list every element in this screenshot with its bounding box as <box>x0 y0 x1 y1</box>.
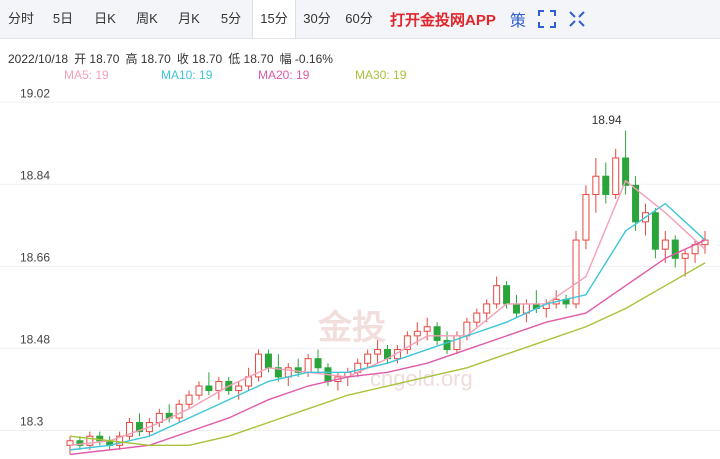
y-tick-label: 18.84 <box>20 168 50 182</box>
tab[interactable]: 15分 <box>252 0 296 38</box>
candle-body <box>86 435 94 446</box>
candle-body <box>205 385 213 392</box>
candle-body <box>364 353 372 364</box>
candle-body <box>572 239 580 305</box>
legend-entry: MA30: 19 <box>355 68 407 82</box>
candle-body <box>423 326 431 332</box>
candle-body <box>483 303 491 314</box>
info-item: 低 18.70 <box>228 52 274 66</box>
candle-body <box>622 157 630 186</box>
candle-body <box>274 367 282 378</box>
candle-body <box>592 175 600 195</box>
legend-entry: MA10: 19 <box>161 68 213 82</box>
candle-body <box>443 339 451 351</box>
info-item: 高 18.70 <box>125 52 171 66</box>
candle-body <box>135 422 143 433</box>
tab[interactable]: 5日 <box>52 11 74 26</box>
tab[interactable]: 30分 <box>303 11 331 26</box>
tab[interactable]: 月K <box>178 11 200 26</box>
candle-body <box>503 285 511 305</box>
ma-line <box>69 239 706 456</box>
info-date: 2022/10/18 <box>8 52 69 66</box>
tabs: 分时 5日 日K 周K 月K 5分 15分 30分 60分 <box>0 0 380 38</box>
tab[interactable]: 分时 <box>7 11 34 26</box>
y-tick-label: 18.3 <box>20 415 44 429</box>
candle-body <box>96 435 104 442</box>
candle-body <box>651 212 659 250</box>
candle-body <box>126 422 134 437</box>
candle-body <box>185 394 193 405</box>
tab-bar: 分时 5日 日K 周K 月K 5分 15分 30分 60分 打开金投网APP 策 <box>0 0 720 39</box>
ma-line <box>69 179 706 447</box>
candle-body <box>512 303 520 314</box>
candle-body <box>264 353 272 369</box>
legend-entry: MA5: 19 <box>64 68 109 82</box>
tab[interactable]: 周K <box>136 11 158 26</box>
candle-body <box>671 239 679 259</box>
info-line: 2022/10/18 开 18.70 高 18.70 收 18.70 低 18.70 幅 … <box>8 50 339 67</box>
candle-body <box>76 440 84 446</box>
y-tick-label: 18.66 <box>20 250 50 264</box>
candle-body <box>195 385 203 396</box>
candle-body <box>314 358 322 369</box>
candle-body <box>294 367 302 373</box>
info-item: 幅 -0.16% <box>279 52 333 66</box>
candle-body <box>602 175 610 195</box>
candle-body <box>413 330 421 337</box>
ma-line <box>69 262 706 447</box>
candle-body <box>473 312 481 323</box>
ma-line <box>69 202 706 451</box>
candle-body <box>235 385 243 392</box>
y-tick-label: 18.48 <box>20 333 50 347</box>
candle-body <box>493 285 501 305</box>
legend-entry: MA20: 19 <box>258 68 310 82</box>
info-item: 开 18.70 <box>74 52 120 66</box>
candle-body <box>403 335 411 351</box>
candle-body <box>681 253 689 259</box>
candle-body <box>255 353 263 378</box>
candle-body <box>661 239 669 250</box>
candle-body <box>215 380 223 392</box>
info-item: 收 18.70 <box>176 52 223 66</box>
candle-body <box>582 193 590 241</box>
watermark: 金投 <box>317 308 386 347</box>
tab[interactable]: 60分 <box>345 11 373 26</box>
tab[interactable]: 日K <box>94 11 116 26</box>
candle-body <box>116 435 124 446</box>
fullscreen-icon[interactable] <box>537 10 556 28</box>
candle-body <box>612 157 620 195</box>
y-tick-label: 19.02 <box>20 86 50 100</box>
menu-icon[interactable]: 策 <box>509 13 526 30</box>
candle-body <box>433 326 441 341</box>
candle-body <box>632 184 640 223</box>
app-link[interactable]: 打开金投网APP <box>390 11 496 29</box>
tab[interactable]: 5分 <box>220 11 242 26</box>
candle-body <box>175 403 183 419</box>
candle-body <box>374 349 382 355</box>
max-annotation: 18.94 <box>592 113 622 127</box>
candle-body <box>304 358 312 373</box>
expand-icon[interactable] <box>568 10 586 28</box>
